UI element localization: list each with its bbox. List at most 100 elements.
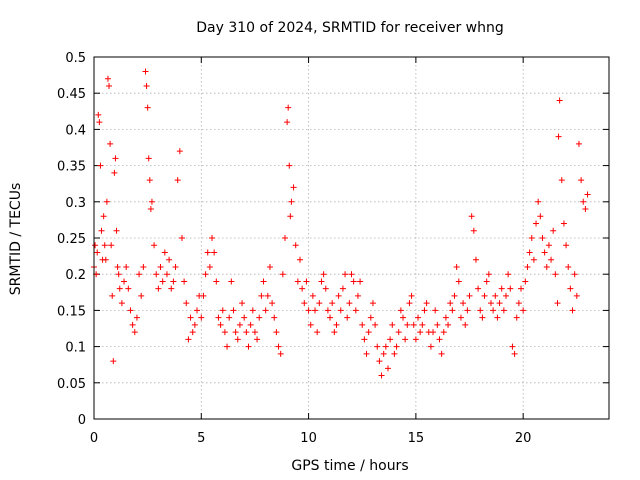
data-point xyxy=(107,140,114,147)
data-point xyxy=(447,300,454,307)
data-point xyxy=(136,271,143,278)
data-point xyxy=(101,242,108,249)
y-tick-label: 0.5 xyxy=(65,51,86,66)
data-point xyxy=(301,300,308,307)
data-point xyxy=(528,235,535,241)
data-point xyxy=(376,358,383,365)
data-point xyxy=(166,256,173,263)
data-point xyxy=(299,285,306,292)
data-point xyxy=(382,343,389,350)
data-point xyxy=(518,285,525,292)
data-point xyxy=(423,300,430,307)
data-point xyxy=(524,263,531,270)
data-point xyxy=(350,278,357,285)
data-point xyxy=(146,177,153,184)
data-point xyxy=(104,75,111,82)
data-point xyxy=(408,292,415,299)
data-point xyxy=(494,314,501,321)
data-point xyxy=(191,321,198,328)
data-point xyxy=(335,292,342,299)
data-point xyxy=(500,307,507,314)
data-point xyxy=(359,321,366,328)
data-point xyxy=(384,365,391,372)
y-tick-label: 0.4 xyxy=(65,123,86,138)
x-tick-label: 20 xyxy=(515,431,532,446)
data-point xyxy=(100,213,107,220)
data-point xyxy=(202,271,209,278)
data-point xyxy=(571,271,578,278)
data-point xyxy=(354,292,361,299)
data-point xyxy=(110,358,117,365)
data-point xyxy=(430,329,437,336)
data-point xyxy=(505,271,512,278)
y-tick-label: 0.1 xyxy=(65,341,86,356)
data-point xyxy=(369,300,376,307)
data-point xyxy=(457,314,464,321)
data-point xyxy=(187,314,194,321)
data-point xyxy=(318,278,325,285)
data-point xyxy=(539,235,546,241)
data-point xyxy=(96,119,103,126)
data-point xyxy=(440,329,447,336)
data-point xyxy=(206,263,213,270)
data-point xyxy=(176,148,183,155)
data-point xyxy=(563,242,570,249)
y-tick-label: 0.2 xyxy=(65,268,86,283)
data-point xyxy=(97,162,104,169)
data-point xyxy=(288,198,295,205)
data-point xyxy=(264,292,271,299)
x-tick-label: 5 xyxy=(197,431,205,446)
data-point xyxy=(256,314,263,321)
data-point xyxy=(449,307,456,314)
data-point xyxy=(389,321,396,328)
data-point xyxy=(163,271,170,278)
data-point xyxy=(138,292,145,299)
y-tick-label: 0.05 xyxy=(57,377,86,392)
data-point xyxy=(234,336,241,343)
data-point xyxy=(189,329,196,336)
data-point xyxy=(419,321,426,328)
data-point xyxy=(365,329,372,336)
data-point xyxy=(217,321,224,328)
data-point xyxy=(537,213,544,220)
data-point xyxy=(410,321,417,328)
data-point xyxy=(492,292,499,299)
data-point xyxy=(348,271,355,278)
data-point xyxy=(155,285,162,292)
data-point xyxy=(556,97,563,104)
data-point xyxy=(94,249,101,256)
y-tick-label: 0.35 xyxy=(57,160,86,175)
data-point xyxy=(236,321,243,328)
data-point xyxy=(535,198,542,205)
data-point xyxy=(434,321,441,328)
data-point xyxy=(550,227,557,234)
data-point xyxy=(522,278,529,285)
data-point xyxy=(142,68,149,75)
data-point xyxy=(374,343,381,350)
data-point xyxy=(266,263,273,270)
data-point xyxy=(584,191,591,198)
data-point xyxy=(200,292,207,299)
data-point xyxy=(185,336,192,343)
data-point xyxy=(511,350,518,357)
data-point xyxy=(226,314,233,321)
data-point xyxy=(181,278,188,285)
data-point xyxy=(307,321,314,328)
data-point xyxy=(513,314,520,321)
data-point xyxy=(485,271,492,278)
data-point xyxy=(211,249,218,256)
y-tick-label: 0.15 xyxy=(57,304,86,319)
data-point xyxy=(249,307,256,314)
data-point xyxy=(470,227,477,234)
data-point xyxy=(254,336,261,343)
data-point xyxy=(228,278,235,285)
data-point xyxy=(140,263,147,270)
data-point xyxy=(133,314,140,321)
data-point xyxy=(131,329,138,336)
data-point xyxy=(357,278,364,285)
data-point xyxy=(275,343,282,350)
data-point xyxy=(232,329,239,336)
data-point xyxy=(363,350,370,357)
data-point xyxy=(565,263,572,270)
data-point xyxy=(111,169,118,176)
